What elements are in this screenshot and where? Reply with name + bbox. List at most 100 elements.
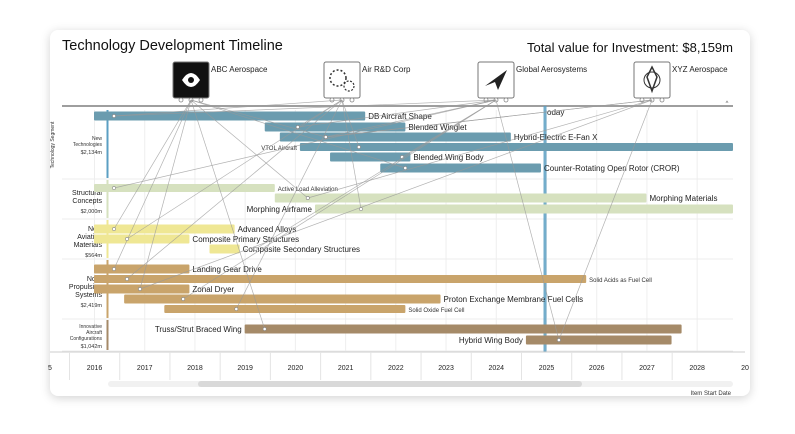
relationship-line	[325, 99, 653, 138]
x-tick-label: 2023	[438, 365, 454, 372]
relationship-end-node	[112, 186, 116, 190]
relationship-links	[112, 99, 653, 342]
segment-name-text: Propulsion	[69, 284, 102, 291]
total-investment: Total value for Investment: $8,159m	[527, 40, 733, 55]
relationship-end-node	[125, 237, 129, 241]
timeline-bar[interactable]	[209, 244, 240, 254]
company-3[interactable]: XYZ Aerospace	[633, 61, 728, 103]
company-logo-box	[323, 61, 361, 99]
rocket-logo-icon	[643, 71, 661, 89]
collapse-chevron-icon[interactable]: ˄	[725, 101, 730, 111]
relationship-line	[190, 99, 265, 330]
timeline-bar[interactable]	[314, 204, 733, 214]
company-name: Air R&D Corp	[362, 65, 411, 74]
bar-label: Counter-Rotating Open Rotor (CROR)	[544, 164, 680, 173]
bar-label: Hybrid-Electric E-Fan X	[514, 133, 598, 142]
today-label: oday	[547, 108, 564, 117]
timeline-bar[interactable]	[94, 234, 190, 244]
footer-label: Item Start Date	[691, 391, 732, 397]
relationship-end-node	[262, 327, 267, 331]
relationship-line	[307, 99, 653, 199]
relationship-line	[341, 99, 360, 148]
segment-name-text: Aircraft	[86, 330, 102, 336]
relationship-line	[113, 99, 343, 117]
rocket-logo-icon	[646, 65, 658, 94]
gears-logo-icon	[329, 69, 347, 87]
company-1[interactable]: Air R&D Corp	[323, 61, 411, 103]
x-tick-label: 2019	[237, 365, 253, 372]
company-0[interactable]: ABC Aerospace	[172, 61, 268, 103]
bar-label: Active Load Alleviation	[278, 187, 338, 193]
relationship-end-node	[181, 297, 186, 301]
timeline-bar[interactable]	[525, 335, 672, 345]
relationship-end-node	[403, 166, 408, 170]
segment-value: $564m	[85, 253, 102, 259]
x-tick-label: 2025	[539, 365, 555, 372]
horizontal-scrollbar-thumb[interactable]	[198, 381, 582, 387]
bar-label: Solid Oxide Fuel Cell	[408, 308, 464, 314]
company-name: XYZ Aerospace	[672, 65, 728, 74]
relationship-end-node	[305, 196, 310, 200]
bar-label: Blended Winglet	[408, 123, 467, 132]
bar-label: Hybrid Wing Body	[459, 336, 523, 345]
company-link-node	[503, 97, 509, 103]
segment-name-text: New	[92, 136, 102, 142]
timeline-bar[interactable]	[124, 294, 441, 304]
segment-value: $2,419m	[81, 303, 103, 309]
relationship-end-node	[125, 277, 129, 281]
gears-logo-icon	[343, 80, 355, 92]
relationship-line	[297, 99, 497, 128]
relationship-end-node	[357, 145, 361, 149]
paper-plane-logo-icon	[485, 70, 507, 90]
relationship-line	[495, 99, 560, 341]
segment-name-text: Structural	[72, 190, 102, 197]
x-tick-label: 2020	[288, 365, 304, 372]
relationship-line	[255, 99, 497, 250]
page-title: Technology Development Timeline	[62, 38, 283, 54]
bar-label: Blended Wing Body	[413, 153, 483, 162]
timeline-bar[interactable]	[274, 193, 647, 203]
segment-value: $2,134m	[81, 150, 103, 156]
relationship-line	[341, 99, 362, 210]
bar-label: VTOL Aircraft	[261, 146, 297, 152]
timeline-bar[interactable]	[94, 264, 190, 274]
x-tick-label: 2026	[589, 365, 605, 372]
segment-name-text: Systems	[75, 292, 102, 299]
bar-label: Landing Gear Drive	[192, 265, 262, 274]
company-link-node	[659, 97, 665, 103]
relationship-line	[113, 99, 497, 117]
company-link-node	[178, 97, 184, 103]
relationship-line	[558, 99, 653, 341]
timeline-bar[interactable]	[164, 305, 406, 313]
x-tick-label: 2021	[338, 365, 354, 372]
relationship-line	[190, 99, 309, 199]
timeline-bar[interactable]	[94, 224, 235, 234]
segment-name-text: Configurations	[70, 336, 103, 342]
segment-name-text: Aviation	[77, 234, 102, 241]
bar-label: Composite Primary Structures	[192, 235, 299, 244]
timeline-bar[interactable]	[244, 324, 682, 334]
relationship-end-node	[557, 338, 561, 342]
company-link-node	[198, 97, 204, 103]
timeline-bar[interactable]	[94, 111, 366, 121]
relationship-end-node	[112, 267, 116, 271]
relationship-end-node	[112, 114, 116, 118]
segment-axis-label: Technology Segment	[50, 121, 56, 168]
timeline-bar[interactable]	[94, 275, 587, 283]
timeline-bar[interactable]	[299, 143, 733, 151]
relationship-line	[126, 99, 343, 280]
company-2[interactable]: Global Aerosystems	[477, 61, 587, 103]
x-tick-label: 2024	[488, 365, 504, 372]
timeline-bar[interactable]	[94, 184, 275, 192]
bar-label: Zonal Dryer	[192, 285, 234, 294]
x-tick-label: 2016	[87, 365, 103, 372]
company-link-node	[329, 97, 335, 103]
relationship-line	[113, 99, 497, 189]
company-name: Global Aerosystems	[516, 65, 587, 74]
segment-value: $2,000m	[81, 209, 103, 215]
relationship-end-node	[138, 287, 142, 291]
